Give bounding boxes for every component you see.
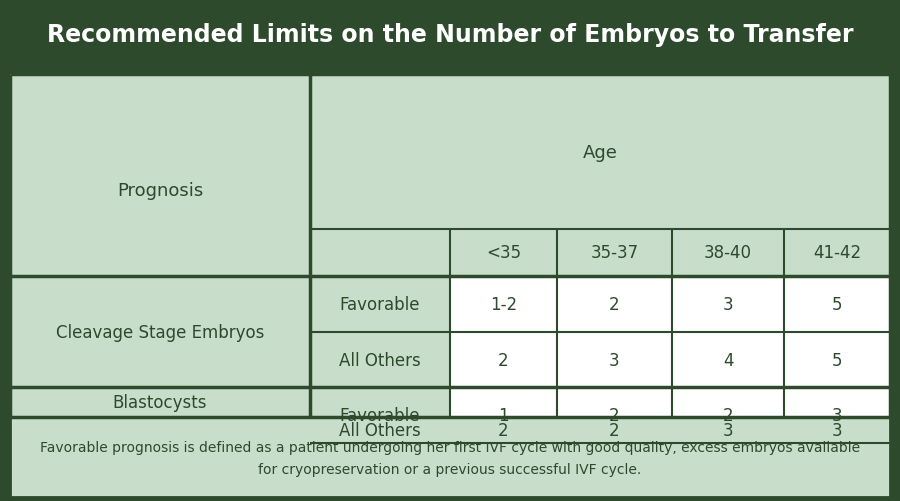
- Text: 3: 3: [832, 406, 842, 424]
- Bar: [672, 229, 784, 277]
- Text: Prognosis: Prognosis: [117, 182, 203, 199]
- Text: Favorable prognosis is defined as a patient undergoing her first IVF cycle with : Favorable prognosis is defined as a pati…: [40, 440, 860, 454]
- Bar: [10, 387, 310, 417]
- Bar: [784, 387, 890, 443]
- Text: 38-40: 38-40: [704, 244, 752, 262]
- Text: 1: 1: [499, 406, 508, 424]
- Bar: [557, 387, 672, 443]
- Bar: [557, 332, 672, 387]
- Text: 41-42: 41-42: [813, 244, 861, 262]
- Bar: [557, 277, 672, 332]
- Bar: [450, 277, 557, 332]
- Bar: [450, 417, 557, 443]
- Text: 2: 2: [499, 421, 508, 439]
- Text: 1-2: 1-2: [490, 296, 518, 313]
- Bar: [784, 417, 890, 443]
- Text: 5: 5: [832, 296, 842, 313]
- Text: All Others: All Others: [339, 351, 421, 369]
- Bar: [784, 277, 890, 332]
- Bar: [310, 332, 450, 387]
- Bar: [557, 417, 672, 443]
- Bar: [450, 229, 557, 277]
- Bar: [672, 417, 784, 443]
- Bar: [310, 417, 450, 443]
- Text: 35-37: 35-37: [590, 244, 639, 262]
- Text: for cryopreservation or a previous successful IVF cycle.: for cryopreservation or a previous succe…: [258, 462, 642, 476]
- Text: 3: 3: [723, 296, 734, 313]
- Bar: [450, 387, 557, 443]
- Text: Blastocysts: Blastocysts: [112, 393, 207, 411]
- Text: 4: 4: [723, 351, 734, 369]
- Bar: [10, 277, 310, 387]
- Text: 5: 5: [832, 351, 842, 369]
- Text: 2: 2: [609, 421, 620, 439]
- Bar: [310, 387, 450, 443]
- Text: All Others: All Others: [339, 421, 421, 439]
- Bar: [310, 75, 890, 229]
- Text: 2: 2: [499, 351, 508, 369]
- Bar: [784, 229, 890, 277]
- Bar: [10, 75, 310, 277]
- Bar: [310, 277, 450, 332]
- Text: Age: Age: [582, 143, 617, 161]
- Bar: [672, 277, 784, 332]
- Bar: [0, 0, 900, 70]
- Bar: [10, 417, 890, 497]
- Text: 3: 3: [723, 421, 734, 439]
- Text: Recommended Limits on the Number of Embryos to Transfer: Recommended Limits on the Number of Embr…: [47, 23, 853, 47]
- Text: 3: 3: [609, 351, 620, 369]
- Text: 3: 3: [832, 421, 842, 439]
- Bar: [784, 332, 890, 387]
- Text: Favorable: Favorable: [340, 406, 420, 424]
- Text: 2: 2: [609, 296, 620, 313]
- Text: Favorable: Favorable: [340, 296, 420, 313]
- Bar: [557, 229, 672, 277]
- Text: <35: <35: [486, 244, 521, 262]
- Bar: [672, 332, 784, 387]
- Text: 2: 2: [723, 406, 734, 424]
- Text: Cleavage Stage Embryos: Cleavage Stage Embryos: [56, 323, 265, 341]
- Text: 2: 2: [609, 406, 620, 424]
- Bar: [672, 387, 784, 443]
- Bar: [450, 332, 557, 387]
- Bar: [310, 229, 450, 277]
